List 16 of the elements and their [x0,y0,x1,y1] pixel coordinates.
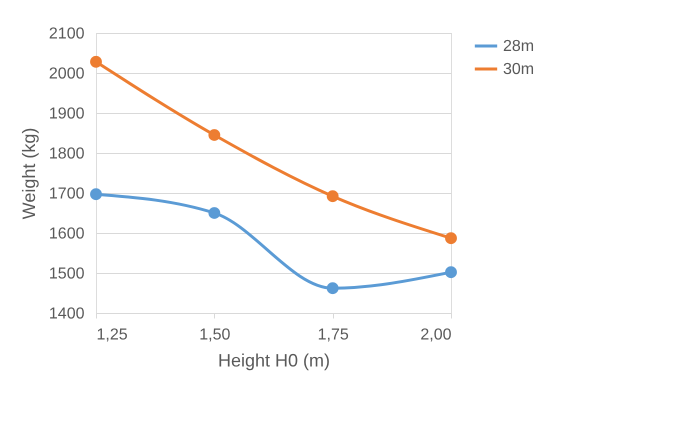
legend-label: 28m [503,38,534,55]
x-tick-label: 1,25 [96,326,128,344]
y-tick-label: 1800 [48,146,85,162]
x-tick-label: 1,75 [318,326,349,344]
y-tick-label: 1700 [48,186,85,202]
x-tick-label: 1,50 [199,326,231,344]
x-tick-label: 2,00 [420,326,452,344]
y-tick-label: 1600 [48,226,85,242]
y-axis-title: Weight (kg) [18,128,39,220]
y-tick-label: 1900 [48,106,85,122]
y-tick-label: 2000 [48,66,85,82]
legend-label: 30m [503,61,534,78]
x-axis-title: Height H0 (m) [218,350,330,370]
y-tick-label: 2100 [48,26,85,42]
y-tick-label: 1400 [48,306,85,322]
y-tick-label: 1500 [48,266,85,282]
